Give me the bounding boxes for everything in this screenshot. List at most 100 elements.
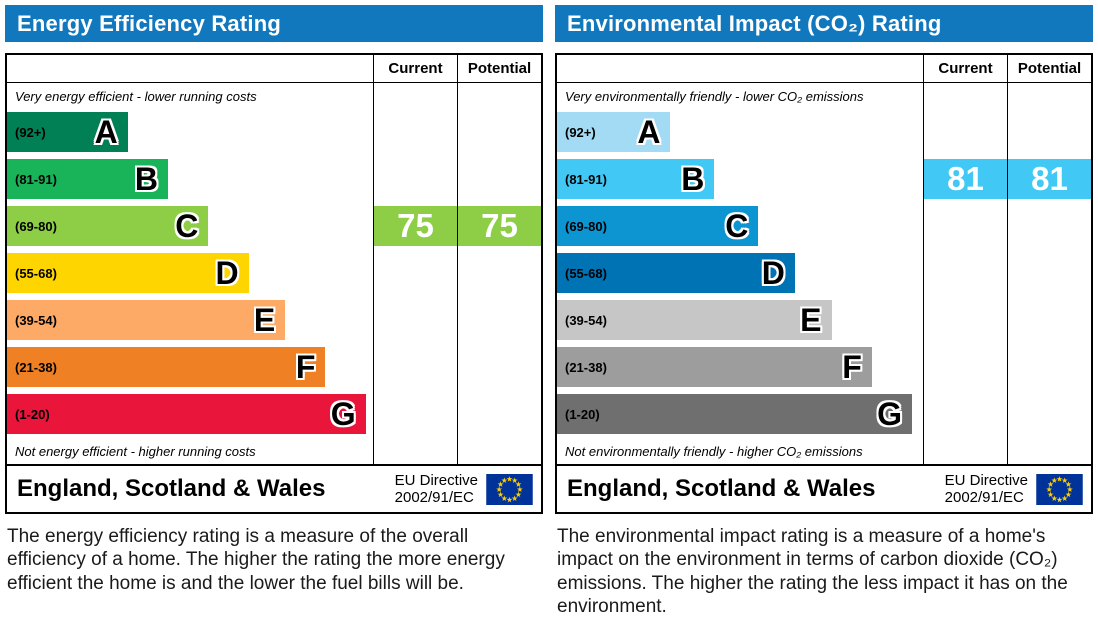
band-bar-area: (39-54) E [557,297,923,344]
top-note: Very energy efficient - lower running co… [15,88,257,104]
band-bar: (39-54) E [557,300,832,340]
current-cell [373,344,457,391]
eu-directive-label: EU Directive 2002/91/EC [395,472,478,507]
current-cell [373,250,457,297]
panel-header: Energy Efficiency Rating [5,5,543,42]
band-letter: D [215,255,239,291]
band-bar: (81-91) B [7,159,169,199]
band-row-c: (69-80) C [557,203,1091,250]
band-range: (55-68) [15,265,57,281]
potential-cell [1007,203,1091,250]
band-range: (39-54) [565,312,607,328]
band-bar-area: (21-38) F [557,344,923,391]
energy-efficiency-panel: Energy Efficiency Rating Current Potenti… [5,5,543,618]
current-cell: 75 [373,203,457,250]
current-cell [923,250,1007,297]
bottom-note: Not energy efficient - higher running co… [15,443,256,459]
band-row-g: (1-20) G [557,391,1091,438]
band-row-b: (81-91) B [7,156,541,203]
band-range: (21-38) [15,359,57,375]
band-bar-area: (69-80) C [557,203,923,250]
band-letter: G [330,396,356,432]
band-bar: (55-68) D [7,253,249,293]
band-bar-area: (1-20) G [7,391,373,438]
band-bar: (1-20) G [557,394,913,434]
potential-rating-value: 75 [458,206,541,246]
current-cell [923,109,1007,156]
band-range: (69-80) [15,218,57,234]
bottom-note-row: Not energy efficient - higher running co… [7,438,541,464]
eu-flag-icon [486,473,533,505]
eu-directive-line2: 2002/91/EC [394,489,474,506]
current-cell [923,391,1007,438]
current-cell [923,344,1007,391]
potential-cell [1007,438,1091,464]
eu-directive-line1: EU Directive [944,471,1028,489]
top-note: Very environmentally friendly - lower CO… [565,88,864,104]
chart-footer: England, Scotland & Wales EU Directive 2… [7,464,541,512]
band-range: (39-54) [15,312,57,328]
band-bar-area: (81-91) B [7,156,373,203]
band-row-a: (92+) A [557,109,1091,156]
band-letter: C [175,208,199,244]
band-letter: A [94,114,118,150]
band-row-g: (1-20) G [7,391,541,438]
column-header-spacer [7,55,373,82]
current-rating-value: 75 [374,206,457,246]
band-bar: (55-68) D [557,253,795,293]
band-range: (1-20) [565,406,600,422]
eu-directive-line2: 2002/91/EC [944,489,1024,506]
potential-cell [457,109,541,156]
current-cell: 81 [923,156,1007,203]
current-cell [923,203,1007,250]
band-range: (1-20) [15,406,50,422]
band-letter: E [800,302,822,338]
band-row-e: (39-54) E [557,297,1091,344]
band-row-d: (55-68) D [7,250,541,297]
potential-cell [457,391,541,438]
band-range: (81-91) [15,171,57,187]
potential-cell [457,438,541,464]
band-bar-area: (39-54) E [7,297,373,344]
current-cell [373,438,457,464]
band-bar-area: (55-68) D [7,250,373,297]
top-note-row: Very energy efficient - lower running co… [7,83,541,109]
band-row-f: (21-38) F [7,344,541,391]
band-letter: E [253,302,276,338]
band-bar-area: (21-38) F [7,344,373,391]
band-bar: (69-80) C [7,206,209,246]
top-note-row: Very environmentally friendly - lower CO… [557,83,1091,109]
potential-cell [457,156,541,203]
band-bar-area: (69-80) C [7,203,373,250]
band-bar: (81-91) B [557,159,715,199]
current-cell [373,391,457,438]
band-bar: (69-80) C [557,206,759,246]
band-letter: C [725,208,749,244]
band-bar-area: (92+) A [557,109,923,156]
band-letter: D [761,255,785,291]
panel-header: Environmental Impact (CO₂) Rating [555,5,1093,42]
eu-flag-icon [1036,473,1083,505]
chart-box: Current Potential Very environmentally f… [555,53,1093,514]
band-bar: (21-38) F [557,347,872,387]
region-label: England, Scotland & Wales [567,475,876,502]
band-letter: F [295,349,316,385]
band-bar-area: (1-20) G [557,391,923,438]
band-letter: B [134,161,159,197]
band-bar-area: (55-68) D [557,250,923,297]
potential-cell: 75 [457,203,541,250]
current-cell [373,156,457,203]
band-range: (92+) [15,124,46,140]
eu-directive-label: EU Directive 2002/91/EC [945,472,1028,507]
potential-cell [1007,297,1091,344]
potential-cell: 81 [1007,156,1091,203]
current-column-header: Current [923,55,1007,82]
band-range: (55-68) [565,265,607,281]
panel-title: Energy Efficiency Rating [17,10,281,36]
current-cell [923,438,1007,464]
chart-footer: England, Scotland & Wales EU Directive 2… [557,464,1091,512]
column-header-row: Current Potential [7,55,541,83]
chart-box: Current Potential Very energy efficient … [5,53,543,514]
potential-cell [1007,391,1091,438]
band-bar: (92+) A [7,112,128,152]
